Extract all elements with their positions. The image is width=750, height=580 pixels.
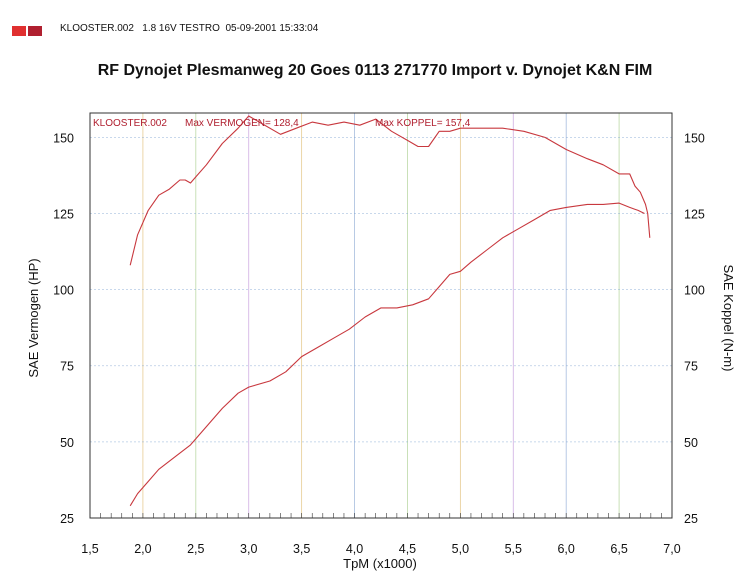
x-tick-label: 2,5 [187,542,204,556]
y-ticks-right: 25 50 75 100 125 150 [684,131,705,526]
y-tick-label-right: 150 [684,131,705,145]
swatch-run-1 [12,26,26,36]
x-tick-label: 6,0 [557,542,574,556]
chart-title: RF Dynojet Plesmanweg 20 Goes 0113 27177… [97,62,653,79]
y-tick-label-left: 75 [60,360,74,374]
x-tick-label: 4,0 [346,542,363,556]
series-line-1 [129,115,651,266]
annotation-max-power: Max VERMOGEN= 128,4 [185,118,299,129]
annotation-run: KLOOSTER.002 [93,118,167,129]
annotation-max-torque: Max KOPPEL= 157,4 [375,118,471,129]
x-tick-label: 7,0 [663,542,680,556]
series-line-2 [129,202,645,507]
x-tick-label: 5,5 [505,542,522,556]
y-tick-label-right: 50 [684,436,698,450]
grid-lines [90,113,672,519]
y-axis-right-title: SAE Koppel (N-m) [721,265,736,372]
legend-swatches [12,26,42,36]
y-tick-label-left: 25 [60,512,74,526]
x-tick-label: 5,0 [452,542,469,556]
run-info: KLOOSTER.002 1.8 16V TESTRO 05-09-2001 1… [60,23,319,34]
x-tick-label: 6,5 [610,542,627,556]
y-tick-label-right: 100 [684,284,705,298]
plot-frame [89,112,673,519]
y-tick-label-right: 75 [684,360,698,374]
y-tick-label-left: 50 [60,436,74,450]
swatch-run-2 [28,26,42,36]
x-axis-title: TpM (x1000) [343,556,417,571]
x-tick-label: 4,5 [399,542,416,556]
y-ticks-left: 25 50 75 100 125 150 [53,131,74,526]
y-tick-label-left: 100 [53,284,74,298]
x-tick-label: 2,0 [134,542,151,556]
series-lines [129,115,651,507]
y-tick-label-left: 150 [53,131,74,145]
x-tick-label: 3,5 [293,542,310,556]
x-tick-label: 1,5 [81,542,98,556]
x-ticks: 1,5 2,0 2,5 3,0 3,5 4,0 4,5 5,0 5,5 6,0 6,5 7,0 [81,513,681,556]
y-tick-label-right: 125 [684,207,705,221]
y-tick-label-left: 125 [53,207,74,221]
x-tick-label: 3,0 [240,542,257,556]
y-axis-left-title: SAE Vermogen (HP) [26,258,41,377]
y-tick-label-right: 25 [684,512,698,526]
